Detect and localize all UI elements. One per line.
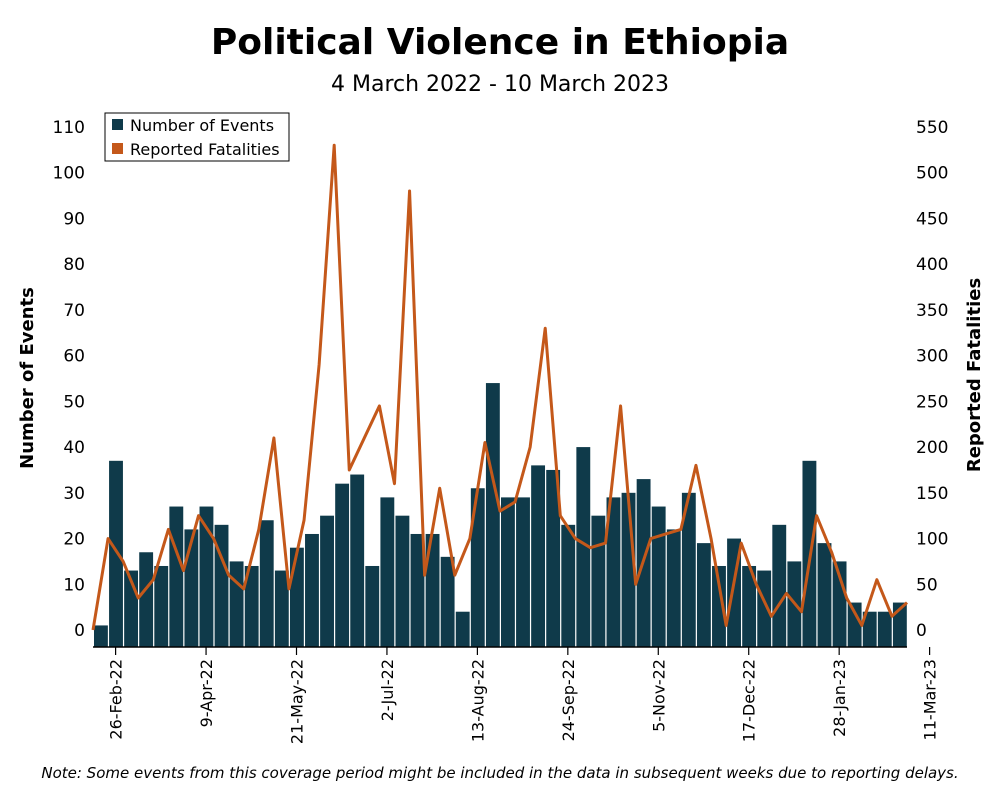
x-ticks: 26-Feb-22 9-Apr-22 21-May-22 2-Jul-22 13-Aug…: [107, 647, 940, 744]
legend: Number of Events Reported Fatalities: [104, 112, 290, 162]
event-bar: [139, 552, 154, 647]
right-y-ticks: 0 50 100 150 200 250 300 350 400 450 500 550: [916, 118, 948, 641]
legend-events-swatch: [112, 119, 123, 130]
event-bar: [109, 460, 123, 647]
event-bar: [531, 465, 546, 647]
event-bar: [606, 497, 621, 647]
y2-axis-label: Reported Fatalities: [964, 278, 985, 472]
event-bar: [712, 565, 726, 647]
legend-events-label: Number of Events: [130, 116, 274, 135]
y-tick-label: 110: [53, 118, 85, 138]
x-tick-label: 17-Dec-22: [740, 659, 759, 742]
event-bar: [651, 506, 666, 647]
event-bar: [94, 625, 108, 647]
event-bar: [169, 506, 184, 647]
event-bar: [561, 524, 576, 647]
chart-subtitle: 4 March 2022 - 10 March 2023: [331, 72, 669, 97]
y-tick-label: 50: [63, 392, 85, 412]
event-bar: [817, 543, 832, 647]
event-bar: [425, 533, 440, 647]
y2-tick-label: 0: [916, 621, 927, 641]
event-bar: [335, 483, 350, 647]
event-bar: [546, 469, 561, 647]
y2-tick-label: 150: [916, 484, 948, 504]
event-bar: [274, 570, 289, 647]
event-bar: [440, 556, 455, 647]
y-tick-label: 60: [63, 347, 85, 367]
y2-tick-label: 550: [916, 118, 948, 138]
x-tick-label: 9-Apr-22: [197, 659, 216, 727]
y-tick-label: 30: [63, 484, 85, 504]
x-tick-label: 11-Mar-23: [921, 659, 940, 740]
legend-fatalities-label: Reported Fatalities: [130, 140, 280, 159]
event-bar: [485, 383, 500, 647]
event-bar: [576, 447, 591, 647]
y-tick-label: 10: [63, 575, 85, 595]
x-tick-label: 2-Jul-22: [378, 659, 397, 721]
y-tick-label: 0: [74, 621, 85, 641]
x-tick-label: 13-Aug-22: [468, 659, 487, 742]
y2-tick-label: 250: [916, 392, 948, 412]
x-tick-label: 26-Feb-22: [107, 659, 126, 740]
event-bar: [365, 565, 380, 647]
event-bar: [380, 497, 395, 647]
event-bar: [455, 611, 470, 647]
event-bar: [259, 520, 274, 647]
event-bar: [757, 570, 772, 647]
event-bar: [289, 547, 304, 647]
y-tick-label: 90: [63, 209, 85, 229]
event-bar: [229, 561, 244, 647]
event-bar: [742, 565, 757, 647]
x-tick-label: 21-May-22: [288, 659, 307, 744]
event-bar: [877, 611, 892, 647]
events-bars: [94, 383, 907, 647]
y2-tick-label: 500: [916, 164, 948, 184]
event-bar: [470, 488, 485, 647]
x-tick-label: 5-Nov-22: [649, 659, 668, 732]
event-bar: [395, 515, 410, 647]
event-bar: [847, 602, 862, 647]
y-tick-label: 70: [63, 301, 85, 321]
event-bar: [244, 565, 259, 647]
y2-tick-label: 450: [916, 209, 948, 229]
y2-tick-label: 200: [916, 438, 948, 458]
event-bar: [214, 524, 229, 647]
y-axis-label: Number of Events: [17, 287, 38, 469]
y2-tick-label: 400: [916, 255, 948, 275]
event-bar: [862, 611, 877, 647]
x-tick-label: 28-Jan-23: [830, 659, 849, 737]
event-bar: [410, 533, 425, 647]
event-bar: [681, 492, 696, 647]
footnote: Note: Some events from this coverage per…: [41, 764, 959, 782]
fatalities-line: [91, 143, 909, 631]
event-bar: [696, 543, 711, 647]
x-tick-label: 24-Sep-22: [559, 659, 578, 741]
event-bar: [501, 497, 515, 647]
event-bar: [516, 497, 530, 647]
y2-tick-label: 350: [916, 301, 948, 321]
y2-tick-label: 50: [916, 575, 938, 595]
y2-tick-label: 300: [916, 347, 948, 367]
event-bar: [350, 474, 365, 647]
event-bar: [772, 524, 787, 647]
y-tick-label: 80: [63, 255, 85, 275]
chart-title: Political Violence in Ethiopia: [210, 22, 790, 63]
left-y-ticks: 0 10 20 30 40 50 60 70 80 90 100 110: [53, 118, 85, 641]
y-tick-label: 100: [53, 164, 85, 184]
event-bar: [591, 515, 606, 647]
event-bar: [320, 515, 334, 647]
legend-box: [104, 112, 290, 162]
legend-fatalities-swatch: [112, 143, 123, 154]
y2-tick-label: 100: [916, 530, 948, 550]
y-tick-label: 40: [63, 438, 85, 458]
event-bar: [199, 506, 214, 647]
y-tick-label: 20: [63, 530, 85, 550]
event-bar: [305, 533, 319, 647]
event-bar: [666, 529, 681, 647]
event-bar: [154, 565, 169, 647]
